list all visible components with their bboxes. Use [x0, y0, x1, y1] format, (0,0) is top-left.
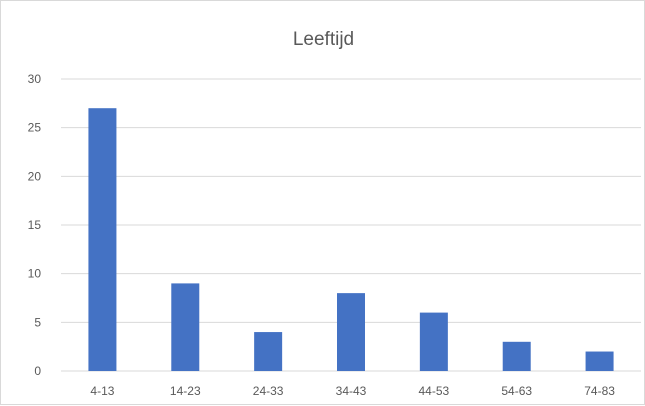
bar-4-13 — [88, 108, 117, 371]
y-tick-label: 10 — [28, 267, 42, 281]
bar-14-23 — [171, 283, 200, 371]
x-tick-label: 4-13 — [90, 384, 114, 398]
y-tick-label: 25 — [28, 121, 42, 135]
bar-24-33 — [254, 332, 283, 371]
y-tick-label: 15 — [28, 218, 42, 232]
x-tick-label: 44-53 — [419, 384, 450, 398]
bar-44-53 — [419, 312, 448, 371]
x-tick-label: 14-23 — [170, 384, 201, 398]
x-tick-label: 54-63 — [501, 384, 532, 398]
y-tick-label: 20 — [28, 169, 42, 183]
y-tick-label: 5 — [34, 315, 41, 329]
bar-54-63 — [502, 341, 531, 371]
bar-34-43 — [337, 293, 365, 371]
y-tick-label: 30 — [28, 72, 42, 86]
x-tick-label: 24-33 — [253, 384, 284, 398]
x-tick-label: 34-43 — [336, 384, 367, 398]
bar-74-83 — [585, 351, 614, 371]
x-tick-label: 74-83 — [584, 384, 615, 398]
y-tick-label: 0 — [34, 364, 41, 378]
chart-title: Leeftijd — [292, 29, 355, 50]
